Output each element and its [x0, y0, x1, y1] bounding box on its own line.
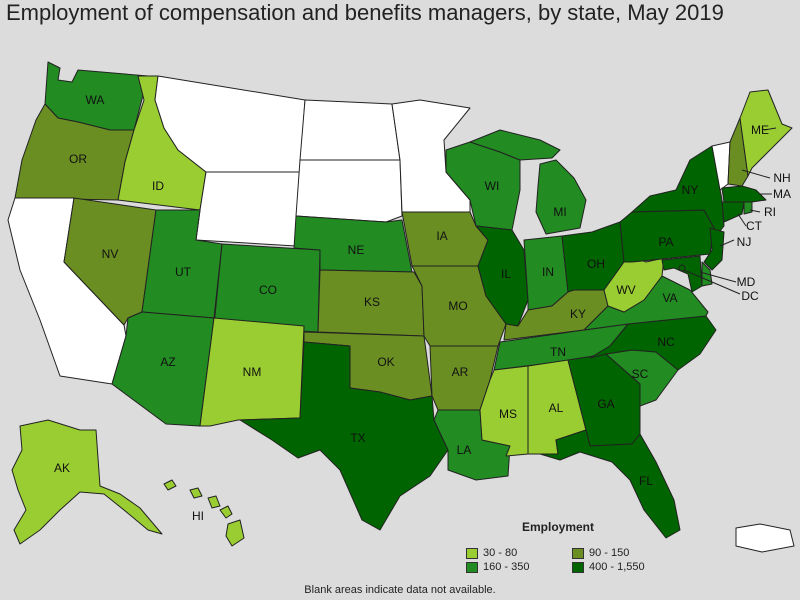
legend-label-2: 90 - 150 [589, 547, 630, 559]
state-AK[interactable] [11, 419, 163, 545]
label-TX: TX [350, 431, 365, 445]
label-PA: PA [658, 235, 673, 249]
state-PR[interactable] [735, 523, 795, 553]
label-WV: WV [616, 283, 635, 297]
legend-swatch-1 [466, 547, 478, 559]
label-AK: AK [54, 461, 70, 475]
label-MO: MO [448, 299, 467, 313]
state-NC[interactable] [589, 315, 717, 371]
legend-swatch-4 [572, 561, 584, 573]
label-FL: FL [639, 474, 653, 488]
label-IL: IL [501, 267, 511, 281]
state-RI[interactable] [743, 201, 753, 215]
state-WY[interactable] [195, 171, 301, 247]
label-AZ: AZ [160, 355, 175, 369]
state-ME[interactable] [739, 89, 793, 177]
label-MS: MS [499, 407, 517, 421]
label-OH: OH [587, 257, 605, 271]
state-NM[interactable] [199, 317, 305, 427]
label-NY: NY [682, 183, 699, 197]
label-ME: ME [751, 123, 769, 137]
label-HI: HI [192, 509, 204, 523]
label-CT: CT [746, 219, 763, 233]
label-NJ: NJ [737, 235, 752, 249]
state-MA[interactable] [721, 185, 767, 203]
label-WI: WI [485, 179, 500, 193]
label-IN: IN [542, 265, 554, 279]
legend-swatch-2 [572, 547, 584, 559]
label-MD: MD [737, 275, 756, 289]
label-MI: MI [553, 205, 566, 219]
label-NM: NM [243, 365, 262, 379]
label-GA: GA [597, 397, 614, 411]
state-SD[interactable] [295, 159, 403, 223]
state-MI[interactable] [469, 129, 587, 235]
state-CT[interactable] [721, 201, 745, 223]
label-DC: DC [741, 289, 759, 303]
legend-item-4: 400 - 1,550 [572, 561, 645, 573]
state-NJ[interactable] [703, 227, 725, 271]
legend-swatch-3 [466, 561, 478, 573]
label-UT: UT [175, 265, 192, 279]
label-ID: ID [152, 179, 164, 193]
legend-label-1: 30 - 80 [483, 547, 518, 559]
leader-lines [683, 127, 777, 295]
label-LA: LA [457, 443, 472, 457]
label-OK: OK [377, 355, 394, 369]
label-OR: OR [69, 152, 87, 166]
label-KS: KS [364, 295, 380, 309]
label-KY: KY [570, 307, 586, 321]
state-MD[interactable] [661, 255, 703, 293]
state-TX[interactable] [239, 341, 449, 531]
map-title: Employment of compensation and benefits … [6, 0, 724, 25]
data-note: Blank areas indicate data not available. [304, 584, 496, 596]
label-NH: NH [773, 171, 790, 185]
legend-item-2: 90 - 150 [572, 547, 629, 559]
label-AR: AR [452, 365, 469, 379]
state-DC[interactable] [678, 264, 686, 272]
legend-item-3: 160 - 350 [466, 561, 529, 573]
label-TN: TN [550, 345, 566, 359]
state-AZ[interactable] [111, 311, 215, 427]
state-FL[interactable] [539, 429, 681, 539]
state-HI[interactable] [163, 479, 245, 547]
label-WA: WA [86, 93, 105, 107]
state-NY[interactable] [631, 145, 725, 237]
state-ND[interactable] [299, 99, 401, 161]
label-AL: AL [549, 401, 564, 415]
legend-label-3: 160 - 350 [483, 561, 530, 573]
state-NH[interactable] [727, 117, 749, 187]
label-RI: RI [764, 205, 776, 219]
label-NC: NC [657, 335, 675, 349]
legend-title: Employment [522, 520, 595, 534]
label-VA: VA [662, 291, 677, 305]
label-MA: MA [773, 187, 791, 201]
legend-label-4: 400 - 1,550 [589, 561, 645, 573]
label-NE: NE [348, 243, 365, 257]
label-IA: IA [436, 229, 447, 243]
label-NV: NV [102, 247, 119, 261]
label-SC: SC [632, 367, 649, 381]
legend-item-1: 30 - 80 [466, 547, 517, 559]
label-CO: CO [259, 283, 277, 297]
